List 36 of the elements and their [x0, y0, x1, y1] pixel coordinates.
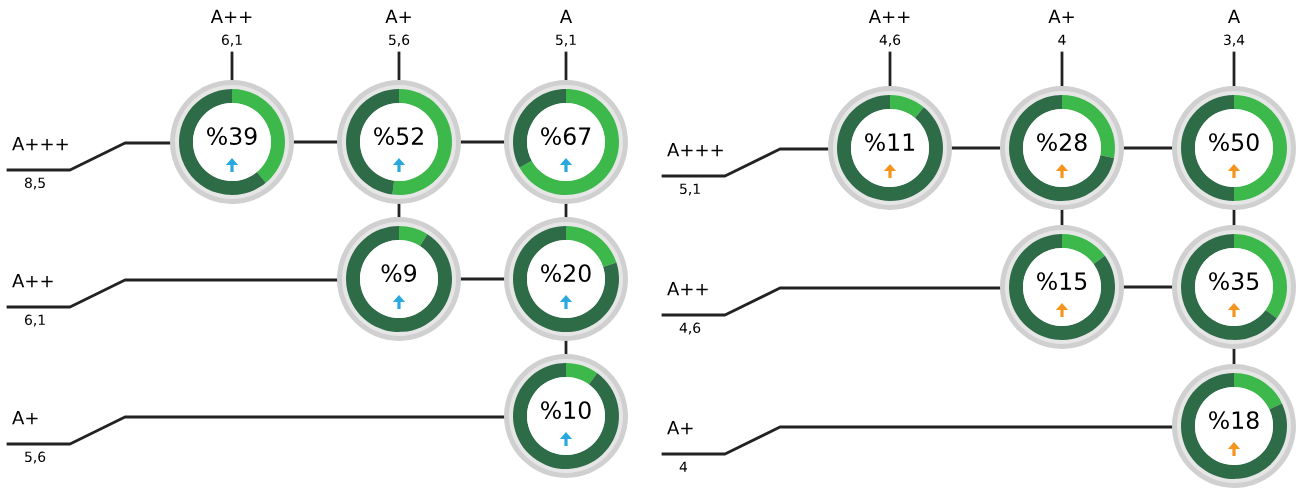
text: 4,6: [679, 322, 701, 335]
text: A++: [667, 282, 708, 296]
data-label: %28: [1037, 133, 1087, 152]
text: 3,4: [1224, 34, 1245, 47]
text: A+++: [12, 137, 68, 151]
text: 5,1: [680, 183, 700, 196]
data-label: %10: [541, 401, 591, 420]
text: A++: [12, 274, 53, 288]
data-label: %35: [1209, 272, 1259, 291]
text: A++: [868, 9, 910, 23]
text: 6,1: [221, 34, 242, 47]
data-label: %9: [381, 264, 417, 283]
text: A+: [667, 421, 693, 435]
data-label: %39: [207, 127, 257, 146]
text: A+: [1048, 9, 1074, 23]
data-label: %50: [1209, 133, 1259, 152]
text: A: [1227, 9, 1241, 23]
text: A+: [385, 9, 411, 23]
text: 6,1: [24, 314, 45, 327]
text: 4,6: [879, 34, 901, 47]
data-label: %18: [1209, 411, 1259, 430]
text: 5,6: [389, 34, 410, 47]
data-label: %15: [1037, 272, 1087, 291]
text: 5,1: [556, 34, 576, 47]
text: 8,5: [24, 177, 45, 190]
text: 5,6: [25, 451, 46, 464]
data-label: %67: [541, 127, 591, 146]
data-label: %20: [541, 264, 591, 283]
text: A++: [210, 9, 252, 23]
data-label: %52: [374, 127, 423, 146]
text: A+: [12, 411, 38, 425]
text: 4: [679, 461, 688, 472]
text: 4: [1058, 34, 1066, 45]
data-label: %11: [865, 133, 915, 152]
text: A: [559, 9, 573, 23]
text: A+++: [667, 143, 723, 157]
